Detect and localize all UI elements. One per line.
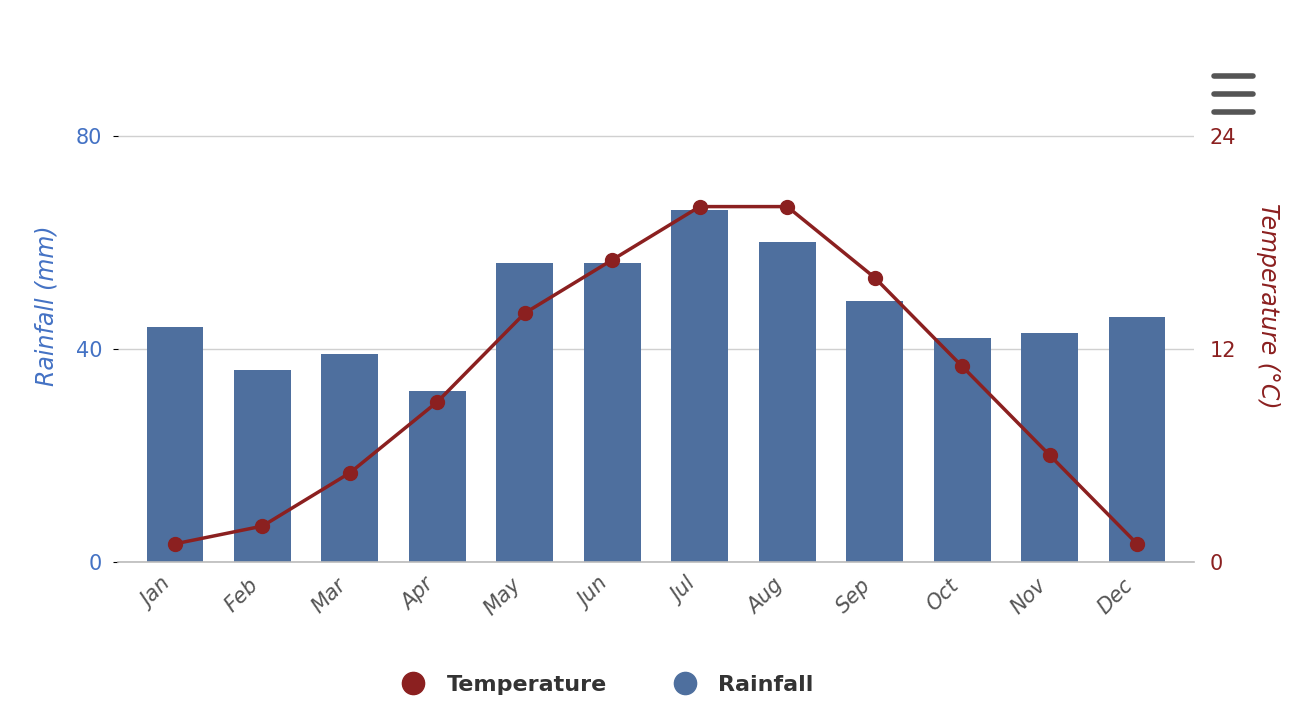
Bar bbox=[234, 370, 291, 562]
Y-axis label: Rainfall (mm): Rainfall (mm) bbox=[35, 225, 59, 387]
Bar bbox=[934, 338, 991, 562]
Bar bbox=[758, 242, 816, 562]
Y-axis label: Temperature (°C): Temperature (°C) bbox=[1256, 203, 1279, 409]
Bar bbox=[1021, 333, 1078, 562]
Bar bbox=[1109, 317, 1165, 562]
Bar bbox=[409, 391, 466, 562]
Bar bbox=[846, 301, 903, 562]
Bar bbox=[584, 264, 640, 562]
Legend: Temperature, Rainfall: Temperature, Rainfall bbox=[382, 666, 823, 704]
Bar bbox=[496, 264, 554, 562]
Bar bbox=[321, 354, 378, 562]
Bar bbox=[672, 210, 728, 562]
Bar bbox=[147, 328, 203, 562]
